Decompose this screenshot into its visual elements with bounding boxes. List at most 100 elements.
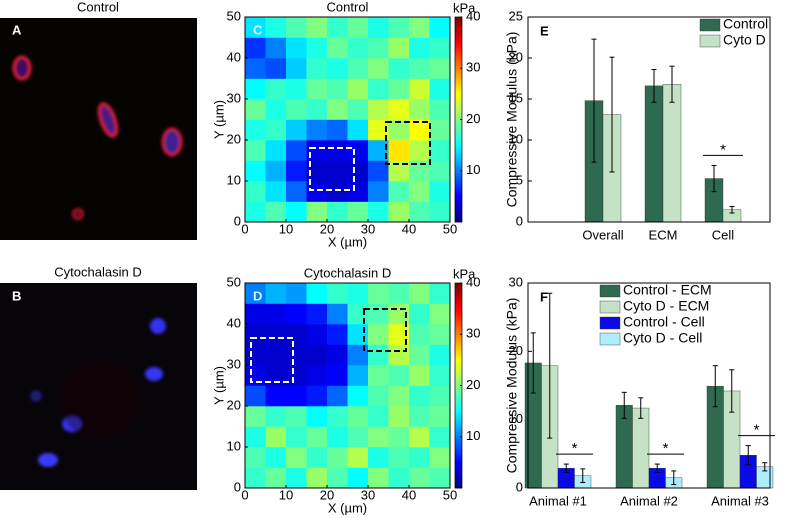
x-tick-label: 10 xyxy=(279,487,293,502)
heatmap-cell xyxy=(388,99,410,120)
heatmap-cell xyxy=(327,160,348,182)
heatmap-cell xyxy=(368,160,389,182)
colorbar-step xyxy=(455,58,462,61)
heatmap-cell xyxy=(306,37,328,59)
roi-box xyxy=(309,147,355,191)
heatmap-cell xyxy=(347,160,369,182)
heatmap-cell xyxy=(388,344,410,366)
heatmap-cell xyxy=(429,140,451,161)
y-tick-label: 20 xyxy=(227,397,241,412)
colorbar-step xyxy=(455,313,462,317)
colorbar-tick-label: 20 xyxy=(466,377,480,392)
heatmap-cell xyxy=(368,447,389,468)
colorbar-step xyxy=(455,300,462,304)
panel-label: F xyxy=(540,289,548,304)
colorbar-step xyxy=(455,32,462,36)
heatmap-cell xyxy=(429,201,451,223)
y-tick-label: 10 xyxy=(509,411,523,426)
colorbar-step xyxy=(455,393,462,397)
heatmap-cell xyxy=(429,99,451,120)
x-tick-label: Animal #2 xyxy=(620,493,678,508)
colorbar-step xyxy=(455,78,462,82)
error-bar xyxy=(580,468,586,484)
heatmap-cell xyxy=(265,99,287,120)
x-tick-label: 30 xyxy=(361,221,375,236)
heatmap-cell xyxy=(306,181,328,202)
colorbar-step xyxy=(455,160,462,164)
colorbar-step xyxy=(455,283,462,286)
heatmap-cell xyxy=(245,58,266,79)
heatmap-cell xyxy=(286,17,307,38)
heatmap-cell xyxy=(327,406,348,427)
colorbar-step xyxy=(455,111,462,115)
heatmap-cell xyxy=(409,140,430,161)
legend-swatch xyxy=(599,284,621,298)
colorbar-step xyxy=(455,127,462,131)
colorbar-step xyxy=(455,377,462,381)
colorbar-step xyxy=(455,145,462,149)
x-tick-label: Cell xyxy=(712,227,735,242)
heatmap-cell xyxy=(306,303,328,325)
heatmap-cell xyxy=(409,385,430,407)
colorbar-tick-label: 40 xyxy=(466,8,480,23)
heatmap-cell xyxy=(327,344,348,366)
colorbar-step xyxy=(455,219,462,223)
panel-label: A xyxy=(12,22,22,37)
colorbar-step xyxy=(455,413,462,417)
heatmap-cell xyxy=(368,406,389,427)
y-tick-label: 50 xyxy=(227,274,241,289)
colorbar-step xyxy=(455,416,462,420)
colorbar-step xyxy=(455,211,462,215)
colorbar-step xyxy=(455,344,462,348)
heatmap-cell xyxy=(388,37,410,59)
colorbar-step xyxy=(455,196,462,200)
colorbar-step xyxy=(455,86,462,90)
legend-swatch xyxy=(699,34,721,48)
error-bar xyxy=(745,445,751,466)
heatmap-cell xyxy=(429,426,451,448)
colorbar-step xyxy=(455,27,462,31)
colorbar-step xyxy=(455,175,462,179)
heatmap-cell xyxy=(347,283,369,304)
annotation: * xyxy=(754,422,760,439)
heatmap-cell xyxy=(347,201,369,223)
heatmap-cell xyxy=(286,303,307,325)
colorbar-step xyxy=(455,331,462,335)
heatmap-cell xyxy=(286,58,307,79)
heatmap-cell xyxy=(306,140,328,161)
heatmap-cell xyxy=(286,99,307,120)
heatmap-cell xyxy=(327,37,348,59)
colorbar-step xyxy=(455,390,462,394)
colorbar-step xyxy=(455,467,462,471)
heatmap-cell xyxy=(245,406,266,427)
colorbar-step xyxy=(455,216,462,220)
colorbar-step xyxy=(455,101,462,105)
heatmap-cell xyxy=(245,426,266,448)
y-tick-label: 5 xyxy=(516,172,523,187)
colorbar-step xyxy=(455,367,462,371)
colorbar-step xyxy=(455,129,462,133)
heatmap-cell xyxy=(388,365,410,386)
colorbar-step xyxy=(455,324,462,327)
colorbar-step xyxy=(455,285,462,289)
y-tick-label: 0 xyxy=(516,479,523,494)
colorbar-step xyxy=(455,441,462,445)
heatmap-cell xyxy=(327,447,348,468)
colorbar-step xyxy=(455,181,462,184)
colorbar-step xyxy=(455,183,462,187)
colorbar-step xyxy=(455,316,462,320)
heatmap-cell xyxy=(347,467,369,489)
colorbar-step xyxy=(455,470,462,474)
heatmap-cell xyxy=(327,467,348,489)
heatmap-cell xyxy=(388,181,410,202)
x-tick-label: Animal #3 xyxy=(711,493,769,508)
colorbar-step xyxy=(455,178,462,182)
heatmap-cell xyxy=(368,365,389,386)
heatmap-cell xyxy=(327,283,348,304)
colorbar-step xyxy=(455,295,462,299)
colorbar xyxy=(455,17,462,223)
colorbar-step xyxy=(455,339,462,343)
legend-swatch xyxy=(699,18,721,32)
heatmap-cell xyxy=(429,283,451,304)
heatmap-cell xyxy=(245,181,266,202)
